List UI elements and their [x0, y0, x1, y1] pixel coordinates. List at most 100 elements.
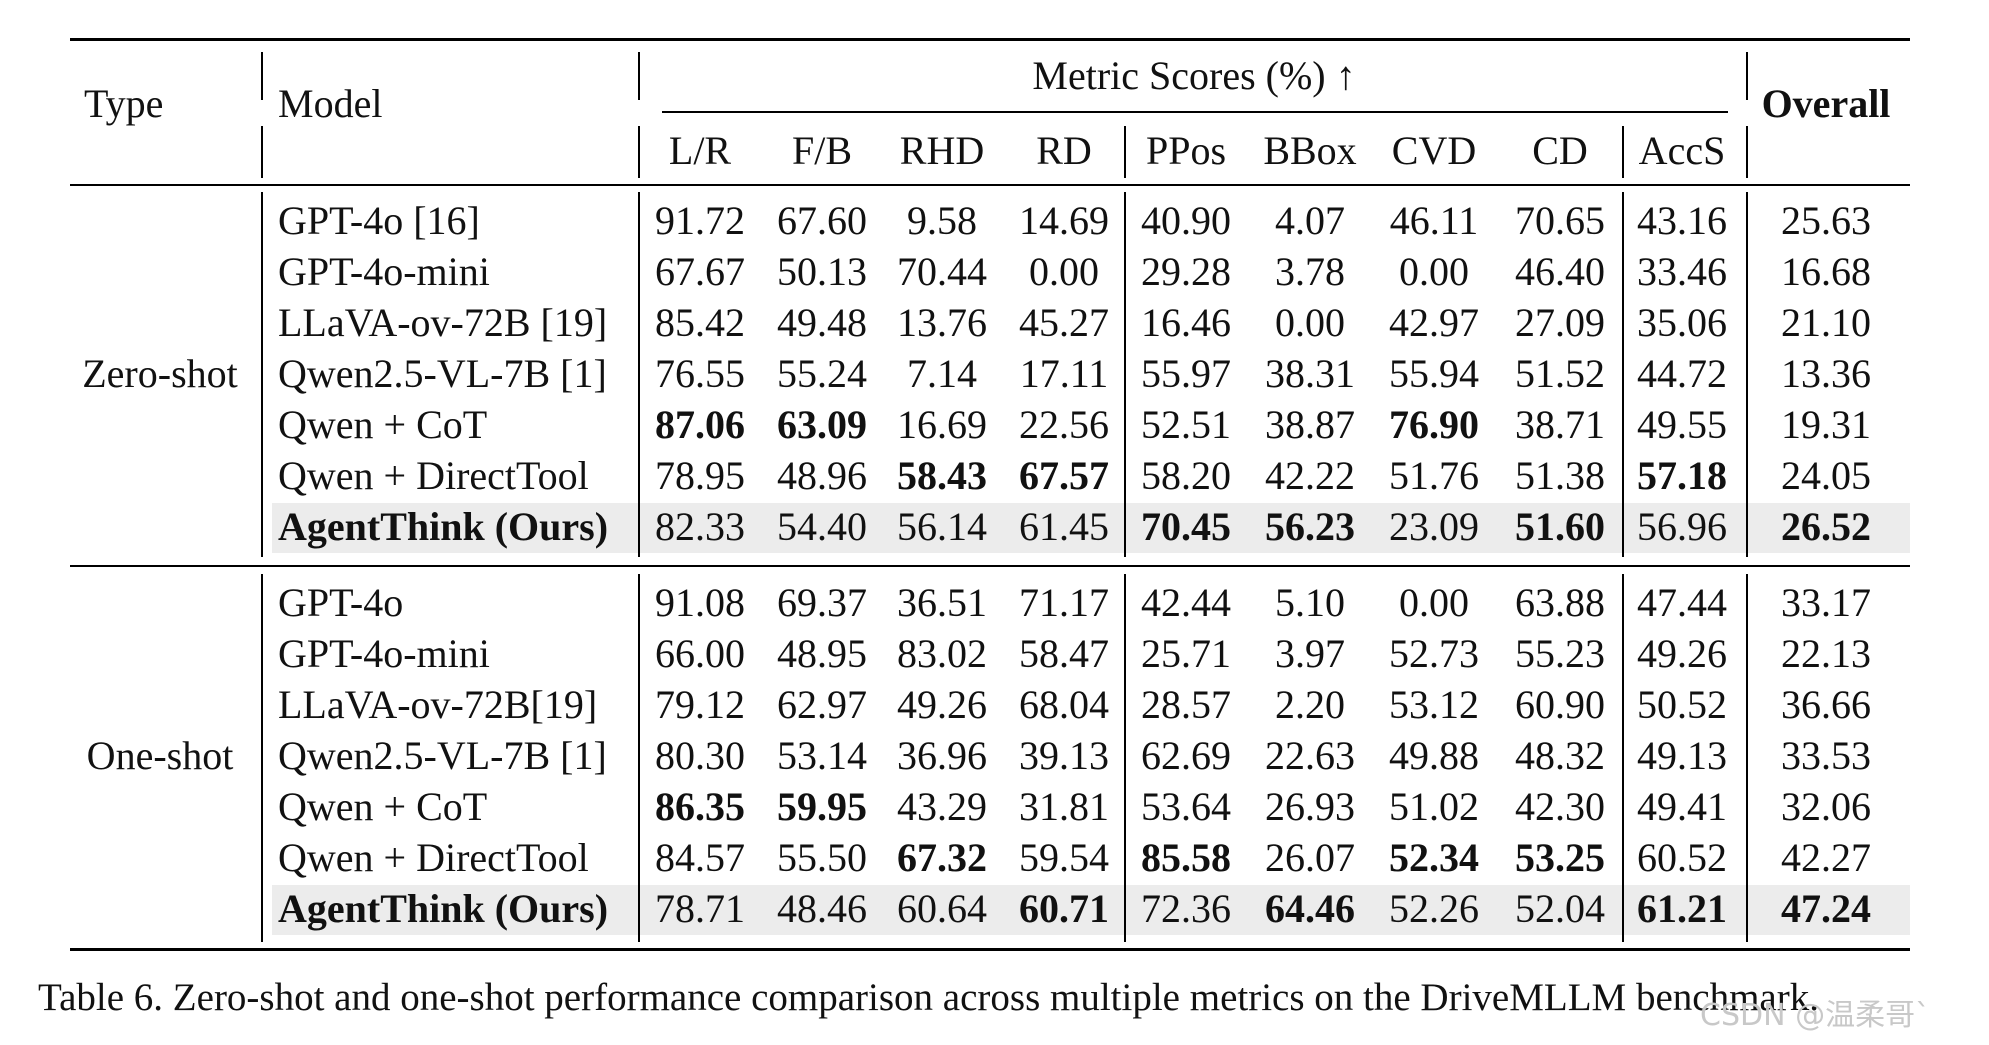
metric-cell: 51.76	[1389, 453, 1479, 498]
header-metric-cd: CD	[1532, 128, 1588, 173]
overall-cell: 26.52	[1781, 504, 1871, 549]
overall-cell: 32.06	[1781, 784, 1871, 829]
metric-cell: 33.46	[1637, 249, 1727, 294]
metric-cell: 38.87	[1265, 402, 1355, 447]
column-divider	[1622, 126, 1624, 178]
metric-cell: 71.17	[1019, 580, 1109, 625]
metric-cell: 59.95	[777, 784, 867, 829]
watermark: CSDN @温柔哥`	[1700, 998, 1931, 1033]
metric-cell: 25.71	[1141, 631, 1231, 676]
metric-cell: 67.60	[777, 198, 867, 243]
metric-cell: 60.64	[897, 886, 987, 931]
overall-cell: 22.13	[1781, 631, 1871, 676]
metric-cell: 50.13	[777, 249, 867, 294]
metric-cell: 49.41	[1637, 784, 1727, 829]
column-divider	[1746, 52, 1748, 100]
metric-cell: 4.07	[1275, 198, 1345, 243]
overall-cell: 47.24	[1781, 886, 1871, 931]
metric-cell: 40.90	[1141, 198, 1231, 243]
metric-cell: 49.13	[1637, 733, 1727, 778]
metric-cell: 70.45	[1141, 504, 1231, 549]
model-name: GPT-4o [16]	[278, 198, 480, 243]
metric-cell: 86.35	[655, 784, 745, 829]
metric-cell: 76.55	[655, 351, 745, 396]
metric-cell: 67.32	[897, 835, 987, 880]
metric-cell: 54.40	[777, 504, 867, 549]
group-separator-rule	[70, 565, 1910, 567]
metric-cell: 85.42	[655, 300, 745, 345]
metric-cell: 0.00	[1275, 300, 1345, 345]
metric-cell: 57.18	[1637, 453, 1727, 498]
overall-cell: 42.27	[1781, 835, 1871, 880]
model-name: AgentThink (Ours)	[278, 504, 609, 549]
metric-cell: 43.29	[897, 784, 987, 829]
metric-cell: 26.07	[1265, 835, 1355, 880]
metric-cell: 51.38	[1515, 453, 1605, 498]
model-name: Qwen + DirectTool	[278, 835, 589, 880]
metric-cell: 59.54	[1019, 835, 1109, 880]
metric-cell: 49.26	[897, 682, 987, 727]
metric-cell: 78.71	[655, 886, 745, 931]
column-divider	[638, 574, 640, 942]
metric-cell: 26.93	[1265, 784, 1355, 829]
header-metric-lr: L/R	[668, 128, 732, 173]
metric-cell: 3.78	[1275, 249, 1345, 294]
highlight-row-bg	[272, 885, 1910, 935]
model-name: Qwen + DirectTool	[278, 453, 589, 498]
metric-cell: 45.27	[1019, 300, 1109, 345]
overall-cell: 36.66	[1781, 682, 1871, 727]
metric-cell: 63.09	[777, 402, 867, 447]
metric-cell: 14.69	[1019, 198, 1109, 243]
metric-cell: 36.96	[897, 733, 987, 778]
overall-cell: 24.05	[1781, 453, 1871, 498]
metric-cell: 79.12	[655, 682, 745, 727]
metric-cell: 35.06	[1637, 300, 1727, 345]
metric-cell: 60.90	[1515, 682, 1605, 727]
metric-cell: 83.02	[897, 631, 987, 676]
overall-cell: 16.68	[1781, 249, 1871, 294]
overall-cell: 33.53	[1781, 733, 1871, 778]
metric-cell: 64.46	[1265, 886, 1355, 931]
model-name: LLaVA-ov-72B [19]	[278, 300, 608, 345]
metric-cell: 55.24	[777, 351, 867, 396]
header-overall: Overall	[1761, 81, 1891, 126]
metric-cell: 48.32	[1515, 733, 1605, 778]
metric-cell: 60.71	[1019, 886, 1109, 931]
metric-cell: 58.47	[1019, 631, 1109, 676]
column-divider	[638, 192, 640, 557]
header-type: Type	[84, 81, 164, 126]
metric-cell: 80.30	[655, 733, 745, 778]
header-metric-fb: F/B	[791, 128, 853, 173]
column-divider	[261, 574, 263, 942]
metric-cell: 56.14	[897, 504, 987, 549]
header-metric-rhd: RHD	[899, 128, 985, 173]
header-metric-ppos: PPos	[1145, 128, 1227, 173]
header-metric-accs: AccS	[1638, 128, 1726, 173]
column-divider	[1124, 126, 1126, 178]
metric-cell: 2.20	[1275, 682, 1345, 727]
metric-cell: 46.11	[1389, 198, 1479, 243]
overall-cell: 25.63	[1781, 198, 1871, 243]
model-name: Qwen + CoT	[278, 784, 488, 829]
metric-cell: 9.58	[907, 198, 977, 243]
header-metric-group: Metric Scores (%) ↑	[1032, 53, 1356, 98]
metric-cell: 16.46	[1141, 300, 1231, 345]
metric-cell: 47.44	[1637, 580, 1727, 625]
column-divider	[1124, 574, 1126, 942]
metric-cell: 67.57	[1019, 453, 1109, 498]
metric-cell: 0.00	[1399, 580, 1469, 625]
metric-cell: 22.56	[1019, 402, 1109, 447]
metric-cell: 44.72	[1637, 351, 1727, 396]
column-divider	[1746, 126, 1748, 178]
metric-cell: 55.94	[1389, 351, 1479, 396]
metric-cell: 49.48	[777, 300, 867, 345]
metric-cell: 67.67	[655, 249, 745, 294]
column-divider	[1746, 192, 1748, 557]
metric-cell: 29.28	[1141, 249, 1231, 294]
metric-cell: 53.25	[1515, 835, 1605, 880]
metric-cell: 55.97	[1141, 351, 1231, 396]
metric-cell: 42.97	[1389, 300, 1479, 345]
metric-cell: 51.02	[1389, 784, 1479, 829]
metric-cell: 38.31	[1265, 351, 1355, 396]
metric-cell: 52.73	[1389, 631, 1479, 676]
